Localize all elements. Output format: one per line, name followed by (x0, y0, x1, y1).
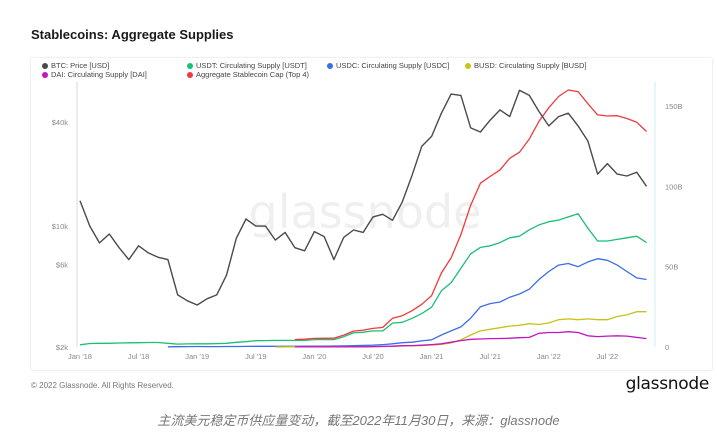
caption: 主流美元稳定币供应量变动，截至2022年11月30日，来源：glassnode (157, 413, 560, 428)
legend-dot (42, 62, 48, 69)
y-left-tick-label: $2k (56, 343, 68, 352)
x-tick-label: Jul '21 (479, 352, 500, 361)
legend-item-busd[interactable]: BUSD: Circulating Supply [BUSD] (465, 61, 587, 70)
legend-item-dai[interactable]: DAI: Circulating Supply [DAI] (42, 70, 147, 79)
legend-label: Aggregate Stablecoin Cap (Top 4) (196, 70, 309, 79)
legend-dot (187, 71, 193, 78)
y-right-tick-label: 0 (665, 343, 669, 352)
legend-dot (327, 62, 333, 69)
series-line-usdc (167, 258, 647, 348)
legend-label: DAI: Circulating Supply [DAI] (51, 70, 147, 79)
chart-title: Stablecoins: Aggregate Supplies (31, 27, 234, 42)
series-line-btc (79, 89, 648, 306)
legend-dot (42, 71, 48, 78)
glassnode-logo: glassnode (625, 374, 710, 394)
series-line-dai (294, 331, 647, 348)
y-left-tick-label: $10k (52, 222, 69, 231)
x-tick-label: Jan '19 (185, 352, 209, 361)
x-tick-label: Jan '18 (68, 352, 92, 361)
y-left-tick-label: $6k (56, 260, 68, 269)
series-line-usdt (79, 213, 647, 346)
legend-label: BUSD: Circulating Supply [BUSD] (474, 61, 587, 70)
x-tick-label: Jul '22 (597, 352, 618, 361)
legend-item-btc[interactable]: BTC: Price [USD] (42, 61, 109, 70)
legend-label: BTC: Price [USD] (51, 61, 110, 70)
x-tick-label: Jul '20 (362, 352, 383, 361)
y-right-tick-label: 50B (665, 263, 678, 272)
series-line-busd (275, 311, 647, 348)
series-line-aggregate-stablecoin-cap-top-4- (294, 89, 647, 341)
legend-dot (187, 62, 193, 69)
legend-label: USDT: Circulating Supply [USDT] (196, 61, 307, 70)
legend-label: USDC: Circulating Supply [USDC] (336, 61, 450, 70)
y-right-tick-label: 150B (665, 102, 683, 111)
copyright: © 2022 Glassnode. All Rights Reserved. (31, 381, 174, 390)
y-left-tick-label: $40k (52, 118, 69, 127)
y-right-tick-label: 100B (665, 182, 683, 191)
x-tick-label: Jul '18 (128, 352, 149, 361)
watermark: glassnode (249, 185, 482, 239)
x-tick-label: Jan '20 (302, 352, 326, 361)
legend-item-usdt[interactable]: USDT: Circulating Supply [USDT] (187, 61, 307, 70)
x-tick-label: Jul '19 (245, 352, 266, 361)
legend-item-aggregate[interactable]: Aggregate Stablecoin Cap (Top 4) (187, 70, 309, 79)
x-tick-label: Jan '22 (537, 352, 561, 361)
legend-dot (465, 62, 471, 69)
legend-item-usdc[interactable]: USDC: Circulating Supply [USDC] (327, 61, 449, 70)
x-tick-label: Jan '21 (420, 352, 444, 361)
chart-card (30, 57, 713, 371)
